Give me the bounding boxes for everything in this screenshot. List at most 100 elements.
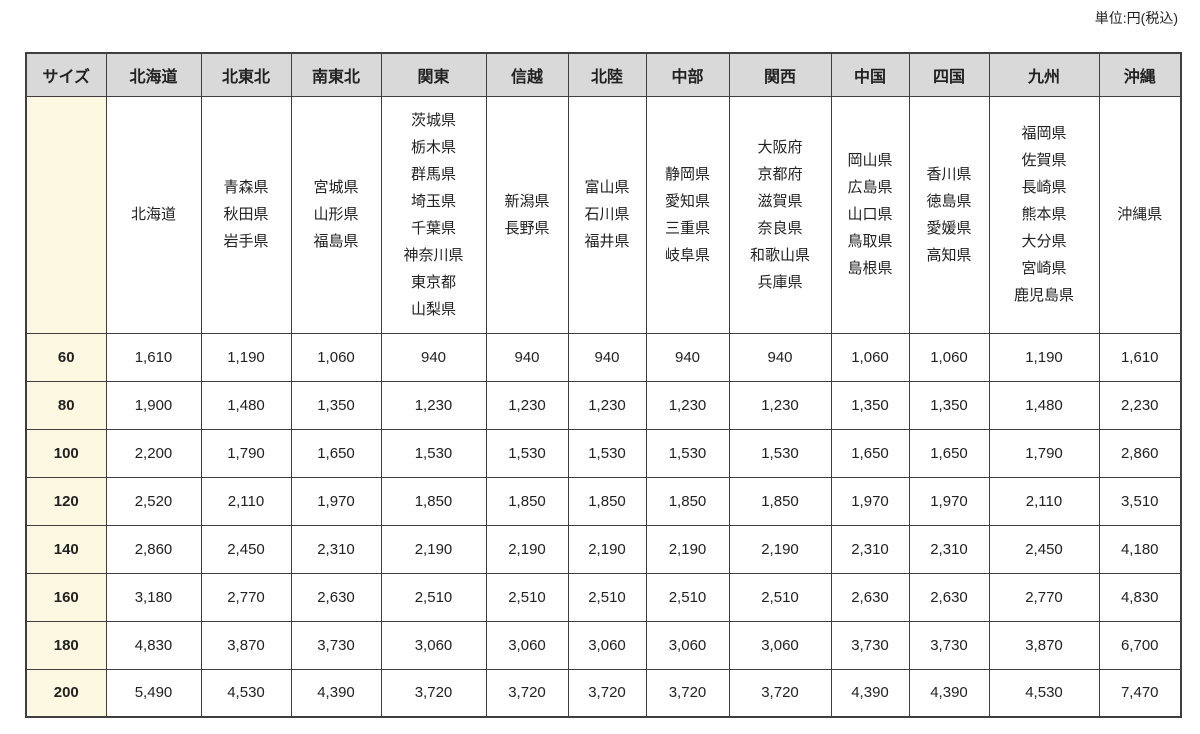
- price-cell: 1,230: [645, 380, 730, 430]
- price-cell: 2,190: [567, 524, 647, 574]
- price-cell: 4,530: [988, 668, 1100, 718]
- prefecture-name: 愛媛県: [926, 219, 972, 237]
- price-cell: 2,860: [105, 524, 202, 574]
- prefecture-list-cell: 岡山県広島県山口県鳥取県島根県: [830, 95, 910, 334]
- price-cell: 2,190: [645, 524, 730, 574]
- prefecture-name: 埼玉県: [410, 192, 456, 210]
- prefecture-name: 島根県: [847, 260, 893, 277]
- prefecture-name: 山口県: [847, 206, 893, 223]
- table-body: 北海道 青森県 秋田県 岩手県 宮城県 山形県 福島県 茨城県 栃木県 群馬県 埼玉県 千葉県 神奈川県…: [25, 95, 1182, 718]
- price-cell: 3,060: [728, 620, 832, 670]
- prefecture-name: 東京都: [410, 273, 456, 291]
- price-cell: 5,490: [105, 668, 202, 718]
- price-cell: 1,650: [908, 428, 990, 478]
- price-cell: 1,610: [105, 332, 202, 382]
- region-header-cell: 北陸: [567, 52, 647, 97]
- prefecture-name: 福井県: [584, 233, 630, 250]
- prefecture-name: 福島県: [313, 233, 359, 250]
- prefecture-name: 新潟県: [504, 192, 550, 210]
- prefecture-list-cell: 福岡県 佐賀県 長崎県 熊本県 大分県 宮崎県 鹿児島県: [988, 95, 1100, 334]
- price-cell: 2,230: [1098, 380, 1182, 430]
- prefecture-name: 千葉県: [410, 219, 456, 237]
- price-cell: 3,730: [290, 620, 382, 670]
- price-cell: 1,850: [485, 476, 569, 526]
- price-cell: 2,190: [485, 524, 569, 574]
- price-row: 100 2,200 1,790 1,650 1,530 1,530 1,530 1,530 1,…: [25, 428, 1182, 478]
- prefecture-list-cell: 茨城県 栃木県 群馬県 埼玉県 千葉県 神奈川県 東京都 山梨県: [380, 95, 487, 334]
- price-cell: 2,860: [1098, 428, 1182, 478]
- price-cell: 1,850: [380, 476, 487, 526]
- prefecture-name: 岡山県: [847, 152, 893, 169]
- price-cell: 940: [485, 332, 569, 382]
- prefecture-name: 鳥取県: [847, 233, 893, 250]
- price-cell: 4,530: [200, 668, 292, 718]
- prefecture-list-cell: 静岡県 愛知県 三重県 岐阜県: [645, 95, 730, 334]
- price-row: 60 1,610 1,190 1,060 940 940 940 940 940 1,060 1,0…: [25, 332, 1182, 382]
- region-header-cell: 関西: [728, 52, 832, 97]
- prefecture-name: 愛知県: [664, 192, 710, 210]
- prefecture-name: 徳島県: [926, 192, 972, 210]
- price-row: 160 3,180 2,770 2,630 2,510 2,510 2,510 2,510 2,…: [25, 572, 1182, 622]
- prefecture-name: 北海道: [130, 206, 176, 223]
- prefecture-name: 山形県: [313, 206, 359, 223]
- unit-note: 単位:円(税込): [1094, 10, 1178, 26]
- price-cell: 1,060: [908, 332, 990, 382]
- region-header-cell: 沖縄: [1098, 52, 1182, 97]
- prefecture-name: 鹿児島県: [1013, 287, 1074, 304]
- price-cell: 2,630: [290, 572, 382, 622]
- price-cell: 1,480: [988, 380, 1100, 430]
- price-cell: 1,350: [830, 380, 910, 430]
- price-cell: 3,720: [485, 668, 569, 718]
- prefecture-name: 青森県: [223, 179, 269, 196]
- prefecture-name: 兵庫県: [757, 273, 803, 291]
- prefecture-name: 神奈川県: [403, 246, 464, 264]
- prefecture-name: 山梨県: [410, 300, 456, 318]
- price-row: 140 2,860 2,450 2,310 2,190 2,190 2,190 2,190 2,…: [25, 524, 1182, 574]
- size-cell: 80: [25, 380, 107, 430]
- price-cell: 2,310: [290, 524, 382, 574]
- prefecture-name: 静岡県: [664, 165, 710, 183]
- price-cell: 2,110: [988, 476, 1100, 526]
- price-cell: 1,900: [105, 380, 202, 430]
- prefecture-list-cell: 青森県 秋田県 岩手県: [200, 95, 292, 334]
- prefecture-name: 福岡県: [1021, 125, 1067, 142]
- prefecture-name: 佐賀県: [1021, 152, 1067, 169]
- prefecture-list-cell: 宮城県 山形県 福島県: [290, 95, 382, 334]
- price-cell: 1,190: [200, 332, 292, 382]
- prefecture-name: 滋賀県: [757, 192, 803, 210]
- shipping-rate-table: サイズ 北海道 北東北 南東北 関東 信越 北陸 中部 関西 中国 四国 九州 沖縄 北海道 青森県 秋田県…: [25, 52, 1182, 718]
- size-cell: 200: [25, 668, 107, 718]
- price-cell: 2,450: [988, 524, 1100, 574]
- prefecture-list-cell: 新潟県 長野県: [485, 95, 569, 334]
- price-cell: 1,350: [908, 380, 990, 430]
- prefecture-row: 北海道 青森県 秋田県 岩手県 宮城県 山形県 福島県 茨城県 栃木県 群馬県 埼玉県 千葉県 神奈川県…: [25, 95, 1182, 334]
- price-cell: 1,610: [1098, 332, 1182, 382]
- price-cell: 4,830: [105, 620, 202, 670]
- prefecture-name: 和歌山県: [749, 246, 810, 264]
- price-cell: 1,060: [290, 332, 382, 382]
- price-cell: 1,190: [988, 332, 1100, 382]
- prefecture-name: 広島県: [847, 179, 893, 196]
- price-cell: 940: [645, 332, 730, 382]
- region-header-cell: 四国: [908, 52, 990, 97]
- price-cell: 1,850: [728, 476, 832, 526]
- table-header: サイズ 北海道 北東北 南東北 関東 信越 北陸 中部 関西 中国 四国 九州 沖縄: [25, 52, 1182, 97]
- price-cell: 3,060: [380, 620, 487, 670]
- price-cell: 940: [728, 332, 832, 382]
- price-cell: 2,110: [200, 476, 292, 526]
- price-cell: 1,850: [567, 476, 647, 526]
- price-cell: 7,470: [1098, 668, 1182, 718]
- price-cell: 3,730: [830, 620, 910, 670]
- price-cell: 1,230: [567, 380, 647, 430]
- prefecture-name: 香川県: [926, 165, 972, 183]
- prefecture-name: 沖縄県: [1117, 206, 1163, 223]
- size-header-cell: サイズ: [25, 52, 107, 97]
- size-column-spacer-cell: [25, 95, 107, 334]
- prefecture-name: 岩手県: [223, 233, 269, 250]
- prefecture-name: 茨城県: [410, 111, 456, 129]
- prefecture-name: 宮崎県: [1021, 260, 1067, 277]
- prefecture-list-cell: 香川県 徳島県 愛媛県 高知県: [908, 95, 990, 334]
- price-row: 80 1,900 1,480 1,350 1,230 1,230 1,230 1,230 1,2…: [25, 380, 1182, 430]
- price-cell: 3,060: [645, 620, 730, 670]
- price-cell: 1,650: [830, 428, 910, 478]
